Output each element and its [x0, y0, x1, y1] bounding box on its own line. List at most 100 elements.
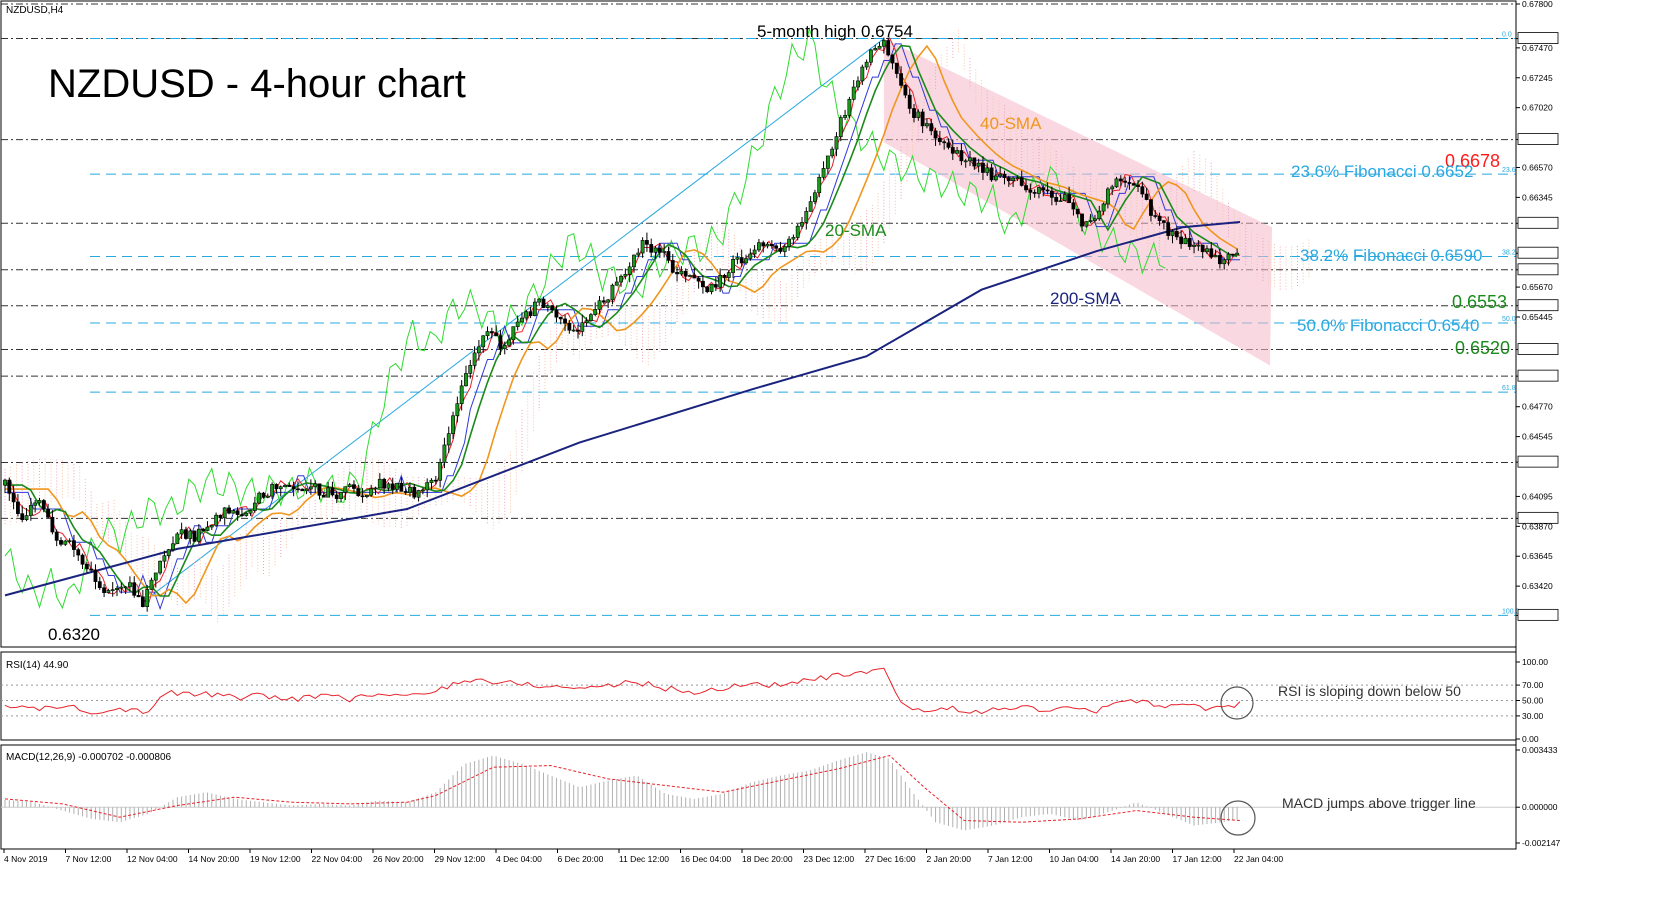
candle-body [46, 508, 50, 518]
label-20-sma: 20-SMA [825, 221, 887, 240]
candle-body [1153, 215, 1158, 217]
candle-body [1196, 244, 1201, 247]
price-level-box [1517, 608, 1559, 621]
fib-label-38.2: 38.2% Fibonacci 0.6590 [1300, 246, 1482, 265]
candle-body [1161, 220, 1166, 223]
candle-body [713, 284, 718, 288]
time-axis-label: 29 Nov 12:00 [435, 854, 486, 864]
candle-body [1209, 248, 1214, 258]
candle-body [584, 320, 589, 324]
fibonacci-level-tag: 61.8 [1502, 385, 1516, 392]
candle-body [838, 117, 843, 137]
candle-body [425, 482, 430, 491]
candle-body [283, 484, 287, 487]
candle-body [645, 240, 649, 245]
candle-body [1170, 231, 1175, 236]
candle-body [106, 590, 111, 593]
candle-body [942, 141, 947, 144]
candle-body [670, 260, 675, 273]
candle-body [860, 66, 865, 82]
candle-body [352, 484, 356, 489]
candle-body [408, 486, 412, 493]
candle-body [209, 525, 214, 528]
candle-body [1071, 202, 1076, 210]
candle-body [1222, 259, 1227, 265]
candle-body [757, 242, 761, 251]
candle-body [1114, 178, 1119, 188]
candle-body [59, 540, 63, 545]
time-axis-label: 11 Dec 12:00 [619, 854, 669, 864]
candle-body [817, 177, 822, 194]
candle-body [377, 478, 382, 489]
candle-body [955, 150, 959, 154]
candle-body [102, 587, 106, 593]
candle-body [317, 483, 322, 496]
candle-body [300, 488, 305, 492]
candle-body [179, 529, 184, 535]
fib-label-23.6: 23.6% Fibonacci 0.6652 [1291, 162, 1473, 181]
price-axis-label: 0.66345 [1522, 192, 1553, 202]
candle-body [50, 516, 55, 533]
candle-body [37, 500, 42, 504]
candle-body [791, 237, 796, 240]
candle-body [972, 157, 977, 167]
rsi-title: RSI(14) 44.90 [6, 660, 69, 671]
candle-body [593, 309, 598, 315]
candle-body [33, 502, 38, 506]
candle-body [89, 568, 94, 571]
candle-body [709, 284, 714, 293]
candle-body [597, 300, 602, 310]
candle-body [16, 501, 20, 514]
candle-body [864, 61, 869, 68]
candle-body [1002, 173, 1007, 178]
candle-body [963, 160, 968, 163]
candle-body [705, 286, 710, 293]
macd-title: MACD(12,26,9) -0.000702 -0.000806 [6, 752, 172, 763]
candle-body [1028, 189, 1033, 193]
candle-body [257, 492, 262, 504]
price-plot: 0.0 23.6 38.2 50.0 61.8 100.0 [1, 3, 1520, 624]
candle-body [97, 581, 102, 589]
label-40-sma: 40-SMA [980, 114, 1042, 133]
sma-20-line [5, 44, 1238, 597]
candle-body [950, 147, 955, 154]
candle-body [334, 494, 339, 499]
candle-body [11, 493, 16, 503]
candle-body [718, 274, 723, 288]
candle-body [1166, 222, 1171, 236]
candle-body [1058, 200, 1063, 202]
macd-axis-label: -0.002147 [1522, 838, 1561, 848]
price-level-box [1517, 216, 1559, 229]
candle-body [869, 49, 873, 63]
candle-body [899, 73, 903, 86]
candle-body [7, 479, 12, 494]
time-axis-label: 26 Nov 20:00 [373, 854, 424, 864]
rsi-axis-label: 30.00 [1522, 711, 1544, 721]
candle-body [632, 254, 636, 268]
fibonacci-level-tag: 38.2 [1502, 250, 1516, 257]
price-level-box [1517, 455, 1559, 468]
candle-body [403, 491, 408, 493]
macd-signal-line [4, 754, 1241, 823]
candle-body [296, 488, 300, 491]
candle-body [1075, 208, 1080, 215]
sma-200-line [4, 221, 1241, 597]
candle-body [313, 483, 318, 488]
candle-body [567, 323, 572, 331]
price-axis-label: 0.67800 [1522, 0, 1553, 9]
candle-body [153, 572, 158, 581]
candle-body [136, 595, 141, 598]
candle-body [1037, 187, 1041, 194]
candle-body [1187, 238, 1192, 247]
candle-body [166, 549, 171, 556]
candle-body [606, 299, 611, 303]
candle-body [1226, 253, 1231, 261]
candle-body [735, 257, 740, 260]
candle-body [696, 277, 701, 282]
rsi-plot: 100.00 70.00 50.00 30.00 0.00 [1, 657, 1548, 744]
macd-annotation: MACD jumps above trigger line [1282, 795, 1476, 811]
level-label-0.6520: 0.6520 [1455, 338, 1510, 358]
candle-body [912, 108, 916, 118]
candle-body [748, 253, 753, 259]
candle-body [330, 487, 335, 496]
